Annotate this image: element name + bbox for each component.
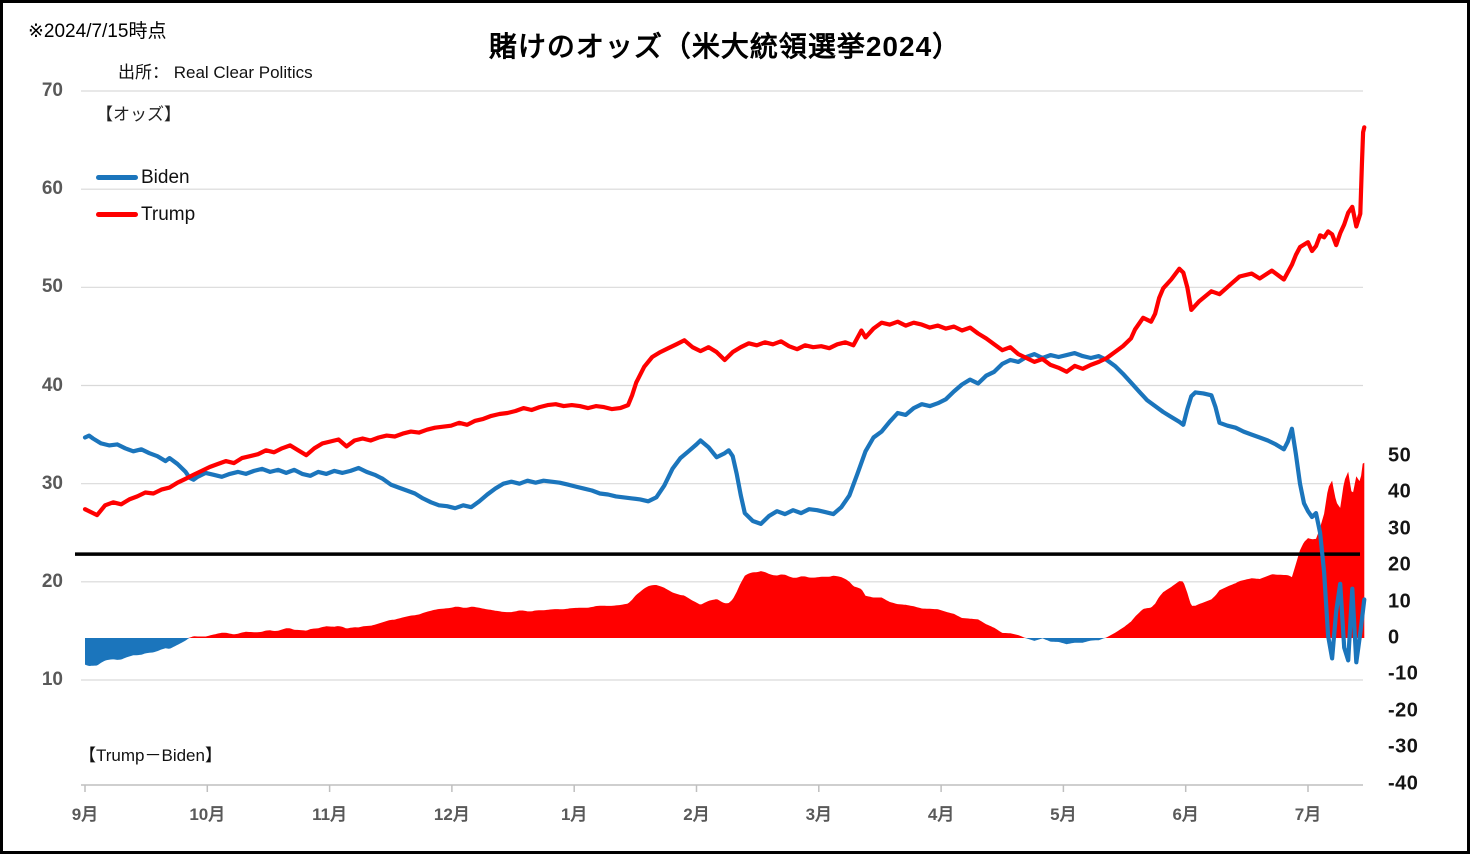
x-axis-month-label: 6月 [1172, 805, 1199, 824]
x-axis-month-label: 4月 [927, 805, 955, 824]
right-axis-tick-label: 0 [1388, 626, 1400, 649]
left-axis-title: 【オッズ】 [96, 105, 181, 124]
legend-label-biden: Biden [141, 166, 190, 188]
x-axis-month-label: 1月 [560, 805, 588, 824]
x-axis-month-label: 10月 [189, 805, 226, 824]
right-axis-tick-label: -30 [1388, 735, 1419, 758]
x-axis-month-label: 11月 [312, 805, 348, 824]
left-axis-tick-label: 30 [41, 472, 63, 494]
right-axis-tick-label: 40 [1388, 480, 1412, 503]
biden-odds-line [82, 351, 1367, 665]
trump-line-swatch [96, 212, 138, 217]
legend-item-trump: Trump [96, 196, 195, 233]
chart-svg [75, 90, 1367, 792]
x-axis-month-label: 12月 [433, 805, 470, 824]
x-axis-month-label: 7月 [1294, 805, 1322, 824]
left-axis-tick-label: 40 [41, 374, 63, 396]
x-axis-month-label: 2月 [683, 805, 710, 824]
right-axis-tick-label: -40 [1388, 772, 1419, 795]
left-axis-tick-label: 70 [41, 80, 63, 101]
right-axis-tick-label: 50 [1388, 444, 1412, 467]
x-axis-month-label: 3月 [805, 805, 833, 824]
left-axis-tick-label: 20 [41, 570, 63, 592]
left-axis-tick-label: 60 [41, 178, 63, 200]
right-axis-tick-label: 10 [1388, 590, 1412, 613]
right-axis-tick-label: -20 [1388, 699, 1419, 722]
difference-area-positive [85, 462, 1365, 638]
legend: Biden Trump [96, 159, 195, 233]
left-axis-tick-label: 50 [41, 276, 63, 298]
difference-area-negative [85, 638, 1365, 666]
legend-item-biden: Biden [96, 159, 195, 196]
right-axis-tick-label: 30 [1388, 517, 1412, 540]
x-axis-month-label: 9月 [71, 805, 99, 824]
right-axis-tick-label: 20 [1388, 553, 1412, 576]
trump-odds-line [82, 125, 1367, 518]
right-axis-title: 【Trump－Biden】 [79, 746, 222, 765]
x-axis-month-label: 5月 [1050, 805, 1077, 824]
right-axis-tick-label: -10 [1388, 662, 1419, 685]
legend-label-trump: Trump [141, 203, 196, 225]
as-of-note: ※2024/7/15時点 [28, 21, 167, 42]
biden-line-swatch [96, 175, 138, 180]
source-note: 出所： Real Clear Politics [118, 63, 313, 82]
left-axis-tick-label: 10 [41, 669, 63, 690]
page-title: 賭けのオッズ（米大統領選挙2024） [488, 31, 962, 62]
